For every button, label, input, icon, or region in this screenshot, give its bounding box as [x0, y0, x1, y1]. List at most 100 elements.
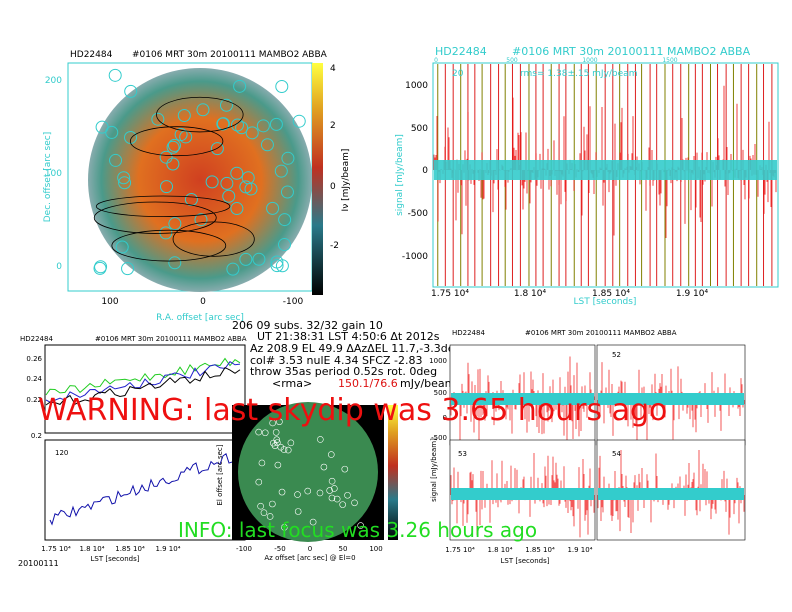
- label: -1000: [402, 252, 428, 262]
- beam-marker: [124, 84, 138, 98]
- beam-marker: [160, 180, 174, 194]
- label: 0: [56, 262, 62, 272]
- label: -500: [408, 209, 429, 219]
- label: 1.85 10⁴: [115, 545, 145, 553]
- beam-marker: [276, 418, 283, 426]
- label: 53: [458, 450, 467, 458]
- beam-marker: [317, 436, 324, 443]
- beam-marker: [174, 128, 188, 142]
- label: 20100111: [18, 559, 59, 568]
- beam-marker: [166, 157, 180, 171]
- beam-marker: [269, 500, 276, 508]
- contour: [95, 195, 231, 217]
- beam-marker: [205, 175, 219, 189]
- gain-frame-upper: [44, 344, 246, 434]
- beam-marker: [266, 201, 280, 215]
- label: signal [mJy/beam]: [395, 134, 405, 216]
- label: 20: [452, 69, 464, 79]
- label: 100: [369, 545, 382, 553]
- label: HD22484: [452, 329, 485, 337]
- label: 100: [45, 169, 62, 179]
- beam-marker: [118, 176, 132, 190]
- label: 500: [506, 57, 518, 64]
- beam-marker: [266, 513, 274, 520]
- label: 120: [55, 449, 68, 457]
- label: -500: [431, 434, 447, 442]
- beam-marker: [159, 150, 173, 164]
- label: 50: [339, 545, 348, 553]
- beam-marker: [117, 171, 131, 185]
- label: 0.22: [26, 396, 42, 404]
- beam-marker: [281, 524, 288, 531]
- beam-marker: [326, 487, 333, 494]
- subscan-band: [451, 393, 594, 405]
- label: 1.9 10⁴: [155, 545, 180, 553]
- beam-marker: [230, 202, 244, 216]
- label: 1000: [429, 357, 447, 365]
- beam-marker: [270, 255, 284, 269]
- beam-marker: [167, 138, 181, 152]
- label: #0106 MRT 30m 20100111 MAMBO2 ABBA: [525, 329, 677, 337]
- label: Iν [mJy/beam]: [341, 149, 351, 212]
- label: 0.2: [31, 432, 42, 440]
- label: 0: [330, 182, 336, 192]
- beam-marker: [344, 491, 351, 499]
- beam-marker: [275, 80, 289, 94]
- label: #0106 MRT 30m 20100111 MAMBO2 ABBA: [132, 50, 328, 60]
- beam-marker: [95, 120, 109, 134]
- gain-line: [45, 366, 241, 406]
- label: HD22484: [70, 50, 113, 60]
- beam-marker: [226, 262, 240, 276]
- beam-marker: [255, 478, 263, 486]
- label: 0: [200, 297, 206, 307]
- beam-marker: [256, 119, 270, 133]
- label: #0106 MRT 30m 20100111 MAMBO2 ABBA: [95, 335, 247, 343]
- colorbar: [312, 63, 323, 295]
- contour: [93, 201, 217, 234]
- beam-marker: [115, 240, 129, 254]
- contour: [156, 96, 244, 133]
- label: 0: [422, 166, 428, 176]
- beam-marker: [239, 252, 253, 266]
- beam-marker: [341, 465, 349, 473]
- label: Dec. offset [arc sec]: [43, 132, 53, 222]
- beam-marker: [270, 259, 284, 273]
- label: 1.8 10⁴: [487, 546, 512, 554]
- beam-marker: [121, 262, 135, 276]
- beam-marker: [94, 260, 108, 274]
- beam-marker: [109, 153, 123, 167]
- label: <rma>: [272, 377, 312, 390]
- gain-line: [45, 361, 241, 403]
- beam-marker: [272, 429, 280, 436]
- label: 1000: [582, 57, 597, 64]
- beam-marker: [271, 442, 279, 449]
- beam-marker: [260, 509, 268, 516]
- beam-marker: [331, 485, 338, 492]
- beam-marker: [294, 491, 301, 498]
- label: rms= 1.38±.15 mJy/beam: [520, 69, 637, 79]
- beam-marker: [320, 463, 328, 471]
- label: 500: [434, 389, 447, 397]
- beam-marker: [333, 495, 341, 503]
- beam-marker: [220, 176, 234, 190]
- subscan-band: [451, 488, 594, 500]
- beam-marker: [328, 477, 336, 485]
- label: 1.85 10⁴: [525, 546, 555, 554]
- warning: WARNING: last skydip was 3.65 hours ago: [38, 393, 667, 428]
- beam-marker: [222, 189, 236, 203]
- label: 100: [101, 297, 118, 307]
- signal-band: [434, 160, 777, 180]
- beam-marker: [241, 171, 255, 185]
- beam-marker: [261, 429, 269, 437]
- beam-marker: [258, 459, 266, 467]
- label: -50: [274, 545, 285, 553]
- label: 4: [330, 64, 336, 74]
- label: 1.75 10⁴: [431, 289, 469, 299]
- label: 0.24: [26, 375, 42, 383]
- beam-marker: [278, 213, 292, 227]
- label: 1.75 10⁴: [445, 546, 475, 554]
- beam-marker: [245, 126, 259, 140]
- beam-marker: [235, 121, 249, 135]
- beam-marker: [252, 252, 266, 266]
